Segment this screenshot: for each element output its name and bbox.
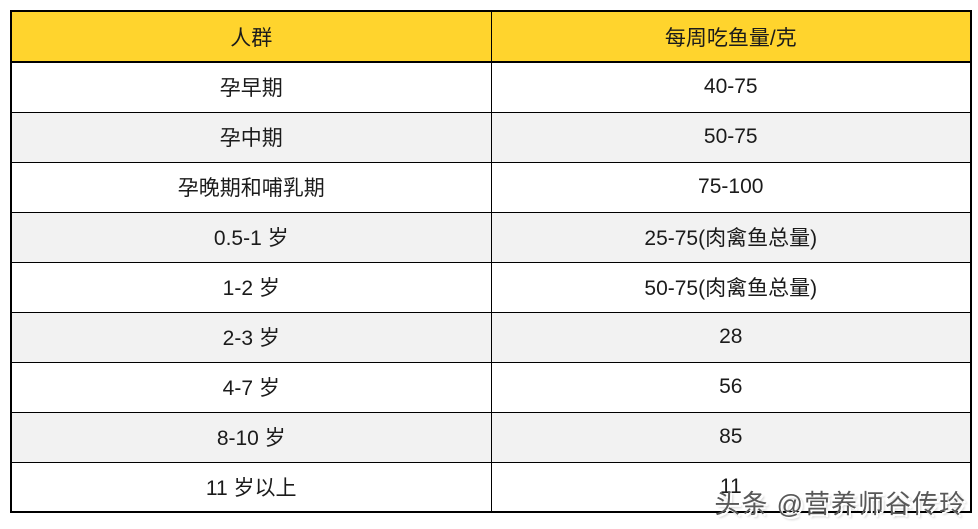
header-cell-group: 人群	[10, 10, 492, 63]
table-row: 孕晚期和哺乳期 75-100	[10, 161, 972, 213]
table-header-row: 人群 每周吃鱼量/克	[10, 10, 972, 63]
group-cell: 8-10 岁	[10, 411, 492, 463]
group-cell: 0.5-1 岁	[10, 211, 492, 263]
table-row: 2-3 岁 28	[10, 311, 972, 363]
amount-cell: 40-75	[490, 61, 972, 113]
group-cell: 2-3 岁	[10, 311, 492, 363]
table-row: 11 岁以上 11	[10, 461, 972, 513]
amount-cell: 85	[490, 411, 972, 463]
table-row: 孕中期 50-75	[10, 111, 972, 163]
amount-cell: 28	[490, 311, 972, 363]
amount-cell: 56	[490, 361, 972, 413]
group-cell: 1-2 岁	[10, 261, 492, 313]
header-cell-amount: 每周吃鱼量/克	[490, 10, 972, 63]
amount-cell: 50-75	[490, 111, 972, 163]
table-row: 8-10 岁 85	[10, 411, 972, 463]
amount-cell: 11	[490, 461, 972, 513]
group-cell: 孕晚期和哺乳期	[10, 161, 492, 213]
fish-intake-table: 人群 每周吃鱼量/克 孕早期 40-75 孕中期 50-75 孕晚期和哺乳期 7…	[10, 10, 972, 513]
table-row: 1-2 岁 50-75(肉禽鱼总量)	[10, 261, 972, 313]
amount-cell: 50-75(肉禽鱼总量)	[490, 261, 972, 313]
group-cell: 孕中期	[10, 111, 492, 163]
table-row: 孕早期 40-75	[10, 61, 972, 113]
group-cell: 4-7 岁	[10, 361, 492, 413]
amount-cell: 75-100	[490, 161, 972, 213]
table-row: 0.5-1 岁 25-75(肉禽鱼总量)	[10, 211, 972, 263]
group-cell: 11 岁以上	[10, 461, 492, 513]
table-row: 4-7 岁 56	[10, 361, 972, 413]
amount-cell: 25-75(肉禽鱼总量)	[490, 211, 972, 263]
group-cell: 孕早期	[10, 61, 492, 113]
